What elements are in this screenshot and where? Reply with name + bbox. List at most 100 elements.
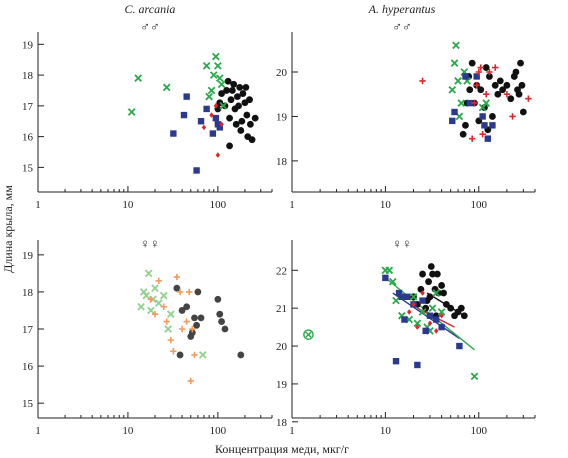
data-point xyxy=(203,105,210,113)
data-point xyxy=(209,71,218,79)
data-point xyxy=(228,87,236,94)
data-point xyxy=(164,325,172,333)
x-tick-label: 10 xyxy=(380,425,392,437)
data-point xyxy=(167,336,175,344)
data-point xyxy=(170,348,177,355)
data-point xyxy=(198,351,207,359)
data-point xyxy=(471,99,478,107)
x-axis-title: Концентрация меди, мкг/г xyxy=(215,442,349,456)
data-point xyxy=(209,112,214,118)
y-tick-label: 20 xyxy=(276,67,288,79)
data-point xyxy=(183,93,190,100)
data-point xyxy=(162,83,171,92)
data-point xyxy=(218,90,225,97)
data-point xyxy=(489,122,496,129)
data-point xyxy=(418,308,427,316)
data-point xyxy=(447,304,455,312)
x-tick-label: 1 xyxy=(289,199,295,211)
data-point xyxy=(224,77,232,85)
data-point xyxy=(407,309,412,315)
data-point xyxy=(489,113,496,120)
y-tick-label: 19 xyxy=(276,379,288,391)
data-point xyxy=(426,293,434,301)
series-circle xyxy=(173,284,245,359)
series-x xyxy=(137,269,207,359)
y-tick-label: 19 xyxy=(276,111,288,123)
data-point xyxy=(392,357,400,365)
data-point xyxy=(209,130,217,137)
data-point xyxy=(517,59,524,67)
y-tick-label: 19 xyxy=(22,250,34,262)
data-point xyxy=(479,113,486,120)
data-point xyxy=(202,62,211,70)
series-square xyxy=(449,73,496,142)
data-point xyxy=(419,77,426,85)
data-point xyxy=(457,99,466,107)
data-point xyxy=(477,64,484,71)
data-point xyxy=(454,77,462,85)
data-point xyxy=(212,52,220,61)
data-point xyxy=(214,62,222,70)
series-circle xyxy=(214,77,259,150)
data-point xyxy=(163,318,170,325)
series-plus xyxy=(419,64,532,142)
data-point xyxy=(215,74,224,82)
data-point xyxy=(151,310,159,318)
data-point xyxy=(238,117,246,125)
data-point xyxy=(525,95,532,102)
x-tick-label: 100 xyxy=(471,425,488,437)
data-point xyxy=(246,96,253,104)
data-point xyxy=(468,59,476,67)
data-point xyxy=(243,111,251,119)
data-point xyxy=(428,304,437,313)
data-point xyxy=(235,102,242,110)
data-point xyxy=(466,86,474,94)
scatter-panel-3: 1 10 100 15 16 17 18 19 xyxy=(22,240,273,437)
data-point xyxy=(303,329,314,340)
data-point xyxy=(189,325,196,333)
series-square xyxy=(170,93,223,174)
x-tick-label: 100 xyxy=(471,199,488,211)
series-plus xyxy=(147,273,198,385)
data-point xyxy=(176,351,184,359)
scatter-panel-2: 1 10 100 18 19 20 xyxy=(276,32,536,211)
data-point xyxy=(193,167,200,174)
y-tick-label: 20 xyxy=(276,341,288,353)
y-tick-label: 18 xyxy=(276,156,288,168)
y-tick-label: 19 xyxy=(22,39,34,51)
data-point xyxy=(242,83,250,91)
data-point xyxy=(398,293,406,301)
data-point xyxy=(207,86,216,95)
data-point xyxy=(457,304,465,312)
data-point xyxy=(420,290,425,296)
data-point xyxy=(248,136,256,144)
data-point xyxy=(499,86,507,94)
data-point xyxy=(176,288,184,296)
data-point xyxy=(491,81,499,89)
data-point xyxy=(144,269,153,278)
data-point xyxy=(183,303,191,311)
series-circle xyxy=(459,59,527,138)
data-point xyxy=(159,291,168,300)
data-point xyxy=(154,299,163,307)
data-point xyxy=(216,124,223,131)
data-point xyxy=(450,59,459,67)
data-point xyxy=(409,292,418,301)
data-point xyxy=(221,325,229,333)
data-point xyxy=(201,124,207,131)
data-point xyxy=(385,266,394,275)
sex-label-top-left: ♂♂ xyxy=(140,19,160,34)
data-point xyxy=(170,130,177,137)
data-point xyxy=(221,102,229,110)
data-point xyxy=(496,77,504,85)
sex-label-bottom-right: ♀♀ xyxy=(392,236,412,251)
data-point xyxy=(237,127,245,134)
sex-label-top-right: ♂♂ xyxy=(392,19,412,34)
data-point xyxy=(427,320,433,327)
data-point xyxy=(230,80,238,88)
data-point xyxy=(439,312,444,319)
y-tick-label: 16 xyxy=(22,132,34,144)
data-point xyxy=(415,324,420,330)
data-point xyxy=(180,111,188,119)
data-point xyxy=(494,90,502,98)
